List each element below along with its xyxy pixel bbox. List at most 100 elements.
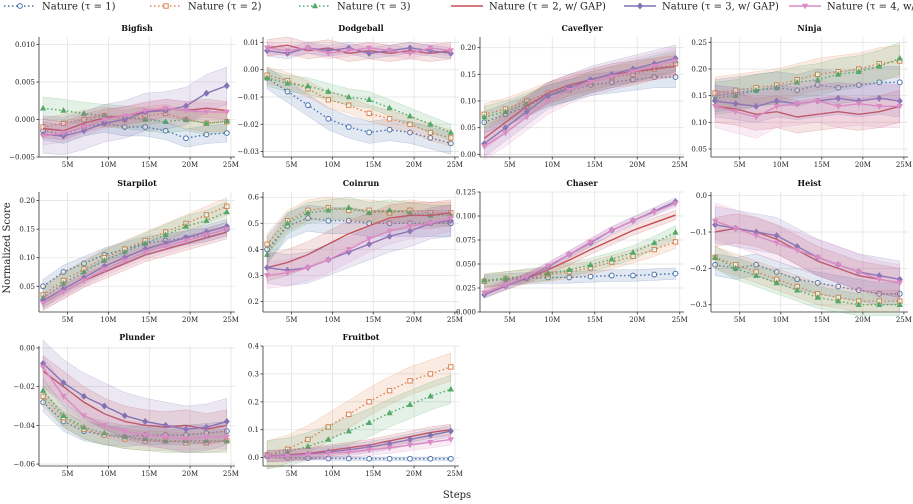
panel-dodgeball-series-nature-3 <box>263 69 454 142</box>
panel-ninja-series-nature-1-point-9 <box>896 79 903 86</box>
y-tick-label: 0.4 <box>248 246 260 254</box>
panel-dodgeball-series-nature-2-point-5 <box>366 110 372 117</box>
panel-plunder-series-nature-3-w-gap-point-6 <box>162 421 169 429</box>
panel-bigfish-series-nature-3-point-2 <box>80 110 88 116</box>
panel-heist-series-nature-1-point-8 <box>876 290 883 297</box>
panel-dodgeball-series-nature-4-w-gap-point-5 <box>366 45 373 52</box>
panel-heist-series-nature-1-point-5 <box>814 280 821 286</box>
y-tick-label: 0.000 <box>15 116 35 124</box>
panel-chaser-series-nature-1-band <box>484 267 676 288</box>
panel-ninja-title: Ninja <box>797 23 821 33</box>
panel-ninja-series-nature-1-point-7 <box>855 82 862 88</box>
x-tick-label: 20M <box>855 161 871 169</box>
panel-dodgeball-series-nature-3-point-2 <box>304 82 312 89</box>
panel-ninja-series-nature-4-w-gap-point-8 <box>876 104 883 110</box>
panel-heist-series-nature-3-w-gap-point-3 <box>773 232 780 240</box>
y-tick-label: 0.10 <box>19 254 35 262</box>
panel-ninja-series-nature-3-point-6 <box>835 70 842 77</box>
legend-label: Nature (τ = 2) <box>188 2 262 13</box>
y-tick-label: 0.20 <box>19 197 35 205</box>
panel-plunder-series-nature-4-w-gap-point-6 <box>162 434 169 441</box>
panel-fruitbot-series-nature-4-w-gap-point-2 <box>304 452 312 459</box>
panel-caveflyer-series-nature-3-w-gap-point-2 <box>523 108 530 116</box>
panel-fruitbot-series-nature-2-point-9 <box>448 364 454 370</box>
y-tick-label: 0.05 <box>460 124 476 132</box>
x-tick-label: 15M <box>141 470 157 478</box>
panel-dodgeball-series-nature-3-band <box>266 69 452 142</box>
panel-ninja-series-nature-3-w-gap-point-9 <box>896 97 903 105</box>
x-tick-label: 20M <box>406 316 422 324</box>
panel-plunder-series-nature-3-w-gap-point-2 <box>80 392 87 400</box>
panel-starpilot-series-nature-2-point-9 <box>224 203 230 209</box>
panel-fruitbot: 5M 10M 15M 20M 25M 0.0 0.1 0.2 0.3 0.4 Fruitbot <box>248 332 463 478</box>
legend-label: Nature (τ = 4, w/ GAP) <box>827 2 913 13</box>
x-tick-label: 5M <box>286 161 298 169</box>
panel-caveflyer-series-nature-2-w-gap <box>483 55 676 150</box>
panel-heist-grid <box>711 192 908 312</box>
panel-ninja-series-nature-3-w-gap-point-3 <box>773 97 780 105</box>
panel-bigfish-series-nature-1-point-9 <box>223 130 230 136</box>
panel-fruitbot-series-nature-2-point-3 <box>325 424 332 430</box>
panel-plunder-series-nature-3-point-9 <box>223 437 230 444</box>
panel-bigfish-series-nature-4-w-gap-point-1 <box>60 130 67 137</box>
y-tick-label: 0.15 <box>460 71 476 79</box>
panel-coinrun-series-nature-1-point-2 <box>305 215 311 221</box>
panel-coinrun-series-nature-1-point-6 <box>386 220 393 227</box>
panel-coinrun-series-nature-3-point-6 <box>386 206 393 213</box>
panel-bigfish-series-nature-3-line <box>43 107 227 124</box>
panel-fruitbot-series-nature-3-point-5 <box>366 419 373 426</box>
panel-heist-series-nature-3 <box>712 246 903 316</box>
panel-plunder-series-nature-4-w-gap-point-5 <box>142 432 149 439</box>
panel-fruitbot-series-nature-1 <box>264 453 454 462</box>
panel-plunder-series-nature-3-w-gap-point-9 <box>223 418 230 425</box>
y-tick-label: 0.100 <box>456 213 476 221</box>
x-tick-label: 20M <box>182 161 198 169</box>
x-tick-label: 25M <box>896 316 912 324</box>
panel-coinrun-series-nature-1-band <box>266 204 452 264</box>
panel-plunder-series-nature-3-w-gap <box>40 339 230 453</box>
panel-heist-series-nature-4-w-gap-point-3 <box>773 240 780 247</box>
panel-heist-series-nature-1-point-9 <box>896 290 903 297</box>
panel-heist-series-nature-4-w-gap-point-5 <box>814 255 821 261</box>
x-tick-label: 10M <box>100 316 116 324</box>
x-tick-label: 20M <box>629 316 645 324</box>
panel-ninja-series-nature-1-point-4 <box>794 87 801 94</box>
panel-coinrun-series-nature-4-w-gap-band <box>266 204 452 289</box>
legend-label: Nature (τ = 2, w/ GAP) <box>489 2 606 13</box>
panel-coinrun-series-nature-3-w-gap-point-7 <box>407 227 413 235</box>
panel-heist-series-nature-4-w-gap-point-6 <box>835 262 842 269</box>
panel-fruitbot-series-nature-3-w-gap-point-7 <box>407 436 413 443</box>
panel-plunder-title: Plunder <box>119 332 155 342</box>
y-tick-label: 0.05 <box>691 146 707 154</box>
panel-dodgeball-series-nature-4-w-gap-point-7 <box>406 51 414 57</box>
panel-starpilot-series-nature-2-line <box>42 205 228 296</box>
panel-dodgeball-series-nature-2-point-4 <box>346 102 352 108</box>
panel-bigfish-series-nature-3-point-0 <box>39 104 47 111</box>
panel-dodgeball-series-nature-3-point-5 <box>366 96 373 103</box>
y-tick-label: −0.04 <box>14 422 36 430</box>
panel-coinrun-series-nature-2-point-0 <box>264 241 270 247</box>
panel-ninja-series-nature-4-w-gap-line <box>714 100 900 118</box>
panel-plunder-series-nature-4-w-gap-point-7 <box>182 436 190 443</box>
panel-heist-series-nature-1-point-6 <box>835 283 842 290</box>
x-tick-label: 25M <box>672 316 688 324</box>
legend-marker-point-5 <box>801 3 809 10</box>
panel-ninja-series-nature-3-w-gap-point-6 <box>835 94 842 102</box>
legend-entry-nature-2-w-gap: Nature (τ = 2, w/ GAP) <box>451 2 606 13</box>
legend-marker-point-1 <box>163 3 169 9</box>
x-tick-label: 25M <box>447 316 463 324</box>
panel-starpilot-series-nature-1-point-1 <box>60 269 67 275</box>
panel-fruitbot-series-nature-1-point-6 <box>386 455 393 462</box>
x-tick-label: 25M <box>223 161 239 169</box>
panel-fruitbot-series-nature-4-w-gap-point-0 <box>263 453 271 460</box>
panel-coinrun-series-nature-4-w-gap-point-9 <box>447 215 454 222</box>
y-tick-label: 0.05 <box>19 283 35 291</box>
x-tick-label: 5M <box>734 316 746 324</box>
y-tick-label: 0.00 <box>243 66 259 74</box>
y-tick-label: −0.005 <box>9 154 35 162</box>
y-tick-label: 0.00 <box>19 344 35 352</box>
panel-heist-series-nature-4-w-gap-point-7 <box>855 269 862 276</box>
panel-dodgeball-series-nature-1-point-2 <box>305 102 311 109</box>
y-tick-label: 0.3 <box>248 370 259 378</box>
